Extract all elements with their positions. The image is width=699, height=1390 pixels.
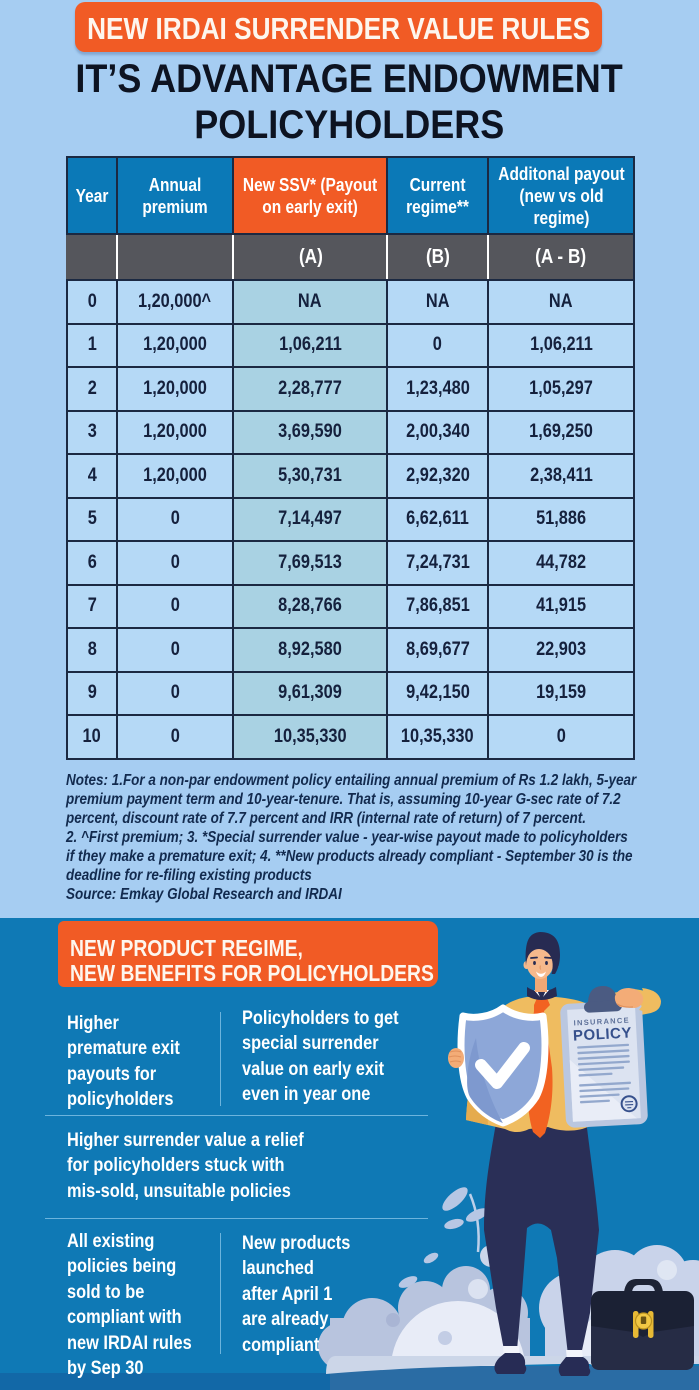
svg-text:INSURANCE: INSURANCE: [573, 1016, 630, 1028]
svg-text:POLICY: POLICY: [573, 1025, 633, 1045]
